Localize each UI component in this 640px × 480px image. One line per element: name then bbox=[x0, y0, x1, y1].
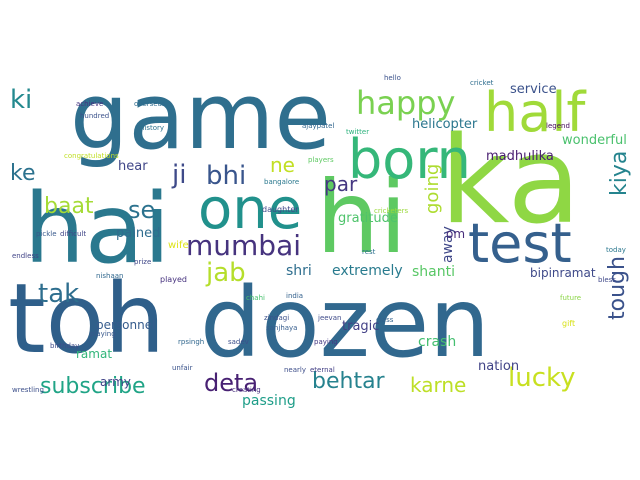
word-service: service bbox=[510, 82, 557, 97]
word-mumbai: mumbai bbox=[186, 229, 301, 262]
word-wonderful: wonderful bbox=[562, 133, 627, 148]
word-karne: karne bbox=[410, 373, 466, 397]
word-endless: endless bbox=[12, 252, 39, 260]
word-daughter: daughter bbox=[262, 205, 299, 214]
word-cricket: cricket bbox=[470, 79, 494, 87]
word-nation: nation bbox=[478, 359, 519, 374]
word-zindagi: zindagi bbox=[264, 314, 289, 322]
word-legend: legend bbox=[546, 122, 570, 130]
word-future: future bbox=[560, 294, 581, 302]
word-ki: ki bbox=[10, 85, 32, 115]
word-om: om bbox=[446, 227, 465, 241]
word-helicopter: helicopter bbox=[412, 117, 478, 132]
word-achieve: achieve bbox=[76, 100, 103, 108]
word-birthday: birthday bbox=[50, 342, 79, 350]
word-hai: hai bbox=[24, 173, 170, 285]
word-tough: tough bbox=[605, 256, 630, 320]
word-crash: crash bbox=[418, 334, 456, 350]
word-overseas: overseas bbox=[134, 100, 166, 108]
word-gift: gift bbox=[562, 319, 575, 328]
word-players: players bbox=[308, 156, 334, 164]
word-passing: passing bbox=[242, 393, 296, 409]
word-behtar: behtar bbox=[312, 369, 386, 394]
word-twitter: twitter bbox=[346, 128, 369, 136]
word-hello: hello bbox=[384, 74, 401, 82]
word-madhulika: madhulika bbox=[486, 149, 554, 164]
word-wrestling: wrestling bbox=[12, 386, 44, 394]
word-toh: toh bbox=[8, 263, 165, 375]
word-deta: deta bbox=[204, 369, 258, 397]
word-ramat: ramat bbox=[76, 347, 112, 361]
word-born: born bbox=[348, 128, 471, 191]
word-gratitude: gratitude bbox=[338, 211, 398, 226]
word-ka: ka bbox=[440, 112, 581, 251]
word-ke: ke bbox=[10, 161, 36, 186]
word-going: going bbox=[422, 164, 443, 214]
word-bhi: bhi bbox=[206, 161, 246, 191]
word-nishaan: nishaan bbox=[96, 272, 123, 280]
word-hundred: hundred bbox=[80, 112, 109, 120]
word-hi: hi bbox=[316, 159, 407, 276]
word-personnel: personnel bbox=[96, 318, 155, 332]
word-lucky: lucky bbox=[508, 363, 576, 393]
word-baat: baat bbox=[44, 194, 94, 219]
word-ajaypatel: ajaypatel bbox=[302, 122, 334, 130]
word-dozen: dozen bbox=[200, 267, 490, 379]
word-jab: jab bbox=[205, 258, 246, 288]
word-ji: ji bbox=[171, 160, 186, 190]
word-bless: bless bbox=[598, 276, 616, 284]
word-pickle: pickle bbox=[36, 230, 57, 238]
word-today: today bbox=[606, 246, 626, 254]
word-tragic: tragic bbox=[342, 319, 379, 334]
word-sanjhaya: sanjhaya bbox=[266, 324, 297, 332]
word-extremely: extremely bbox=[332, 263, 403, 279]
word-eternal: eternal bbox=[310, 366, 335, 374]
word-playing: playing bbox=[90, 330, 116, 338]
word-pained: pained bbox=[116, 226, 160, 241]
word-difficult: difficult bbox=[60, 230, 86, 238]
word-half: half bbox=[484, 81, 587, 144]
word-india: india bbox=[286, 292, 303, 300]
word-rpsingh: rpsingh bbox=[178, 338, 204, 346]
word-test: test bbox=[468, 212, 572, 275]
word-happy: happy bbox=[356, 84, 455, 122]
word-par: par bbox=[324, 172, 358, 196]
word-army: army bbox=[100, 375, 131, 389]
word-chahi: chahi bbox=[246, 294, 265, 302]
word-prize: prize bbox=[134, 258, 151, 266]
word-subscribe: subscribe bbox=[40, 374, 146, 399]
word-paying: paying bbox=[314, 338, 338, 346]
word-class: class bbox=[376, 316, 394, 324]
word-played: played bbox=[160, 275, 187, 284]
word-history: history bbox=[140, 124, 164, 132]
word-game: game bbox=[70, 63, 331, 170]
word-se: se bbox=[128, 196, 155, 224]
word-nearly: nearly bbox=[284, 366, 306, 374]
word-bipinramat: bipinramat bbox=[530, 266, 596, 280]
word-congratulations: congratulations bbox=[64, 152, 119, 160]
word-tak: tak bbox=[38, 279, 79, 309]
word-cricketers: cricketers bbox=[374, 207, 409, 215]
word-wife: wife bbox=[168, 240, 189, 251]
word-rest: rest bbox=[362, 248, 376, 256]
word-creating: creating bbox=[232, 386, 261, 394]
word-jeevan: jeevan bbox=[317, 314, 341, 322]
word-bangalore: bangalore bbox=[264, 178, 299, 186]
word-shri: shri bbox=[286, 263, 312, 279]
word-shanti: shanti bbox=[412, 264, 455, 280]
word-sadev: sadev bbox=[228, 338, 249, 346]
word-unfair: unfair bbox=[172, 364, 193, 372]
word-one: one bbox=[198, 177, 302, 242]
word-ne: ne bbox=[270, 153, 295, 177]
word-away: away bbox=[440, 226, 456, 263]
word-hear: hear bbox=[118, 159, 148, 174]
word-kiya: kiya bbox=[607, 151, 632, 196]
